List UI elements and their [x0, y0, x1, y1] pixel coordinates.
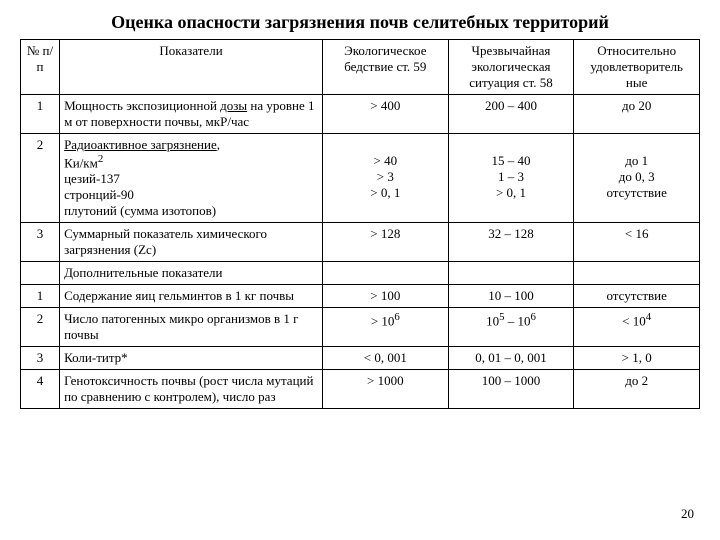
section-empty: [323, 262, 449, 285]
section-label: Дополнительные показатели: [60, 262, 323, 285]
table-row: 1Содержание яиц гельминтов в 1 кг почвы>…: [21, 285, 700, 308]
row-val1: > 1000: [323, 370, 449, 409]
section-empty: [574, 262, 700, 285]
row-val1: > 400: [323, 95, 449, 134]
row-val2: 200 – 400: [448, 95, 574, 134]
row-val1: > 100: [323, 285, 449, 308]
section-empty: [448, 262, 574, 285]
table-row: 1Мощность экспозиционной дозы на уровне …: [21, 95, 700, 134]
row-num: 4: [21, 370, 60, 409]
row-num: 3: [21, 347, 60, 370]
row-val2: 105 – 106: [448, 308, 574, 347]
row-num: 2: [21, 308, 60, 347]
section-num: [21, 262, 60, 285]
table-row: 3Суммарный показатель химического загряз…: [21, 223, 700, 262]
row-val2: 100 – 1000: [448, 370, 574, 409]
table-row: 3Коли-титр*< 0, 0010, 01 – 0, 001> 1, 0: [21, 347, 700, 370]
row-val3: > 1, 0: [574, 347, 700, 370]
header-col3: Относительно удовлетворитель ные: [574, 40, 700, 95]
row-val2: 32 – 128: [448, 223, 574, 262]
row-val3: < 16: [574, 223, 700, 262]
row-val3: до 1до 0, 3отсутствие: [574, 134, 700, 223]
header-col1: Экологическое бедствие ст. 59: [323, 40, 449, 95]
row-val3: до 2: [574, 370, 700, 409]
row-val1: < 0, 001: [323, 347, 449, 370]
section-row: Дополнительные показатели: [21, 262, 700, 285]
row-val2: 10 – 100: [448, 285, 574, 308]
row-indicator: Радиоактивное загрязнение,Ки/км2цезий-13…: [60, 134, 323, 223]
page-title: Оценка опасности загрязнения почв селите…: [20, 12, 700, 33]
row-val1: > 106: [323, 308, 449, 347]
row-indicator: Мощность экспозиционной дозы на уровне 1…: [60, 95, 323, 134]
row-val3: отсутствие: [574, 285, 700, 308]
row-val3: до 20: [574, 95, 700, 134]
header-indicator: Показатели: [60, 40, 323, 95]
row-indicator: Содержание яиц гельминтов в 1 кг почвы: [60, 285, 323, 308]
table-row: 2Число патогенных микро организмов в 1 г…: [21, 308, 700, 347]
row-indicator: Генотоксичность почвы (рост числа мутаци…: [60, 370, 323, 409]
row-num: 3: [21, 223, 60, 262]
header-row: № п/п Показатели Экологическое бедствие …: [21, 40, 700, 95]
header-num: № п/п: [21, 40, 60, 95]
table-body: 1Мощность экспозиционной дозы на уровне …: [21, 95, 700, 409]
row-val3: < 104: [574, 308, 700, 347]
row-val1: > 128: [323, 223, 449, 262]
table-row: 4Генотоксичность почвы (рост числа мутац…: [21, 370, 700, 409]
table-row: 2Радиоактивное загрязнение,Ки/км2цезий-1…: [21, 134, 700, 223]
row-val2: 0, 01 – 0, 001: [448, 347, 574, 370]
row-num: 1: [21, 285, 60, 308]
row-val1: > 40> 3> 0, 1: [323, 134, 449, 223]
header-col2: Чрезвычайная экологическая ситуация ст. …: [448, 40, 574, 95]
row-indicator: Число патогенных микро организмов в 1 г …: [60, 308, 323, 347]
row-indicator: Коли-титр*: [60, 347, 323, 370]
row-val2: 15 – 401 – 3> 0, 1: [448, 134, 574, 223]
row-num: 2: [21, 134, 60, 223]
page-number: 20: [681, 506, 694, 522]
assessment-table: № п/п Показатели Экологическое бедствие …: [20, 39, 700, 409]
row-num: 1: [21, 95, 60, 134]
row-indicator: Суммарный показатель химического загрязн…: [60, 223, 323, 262]
